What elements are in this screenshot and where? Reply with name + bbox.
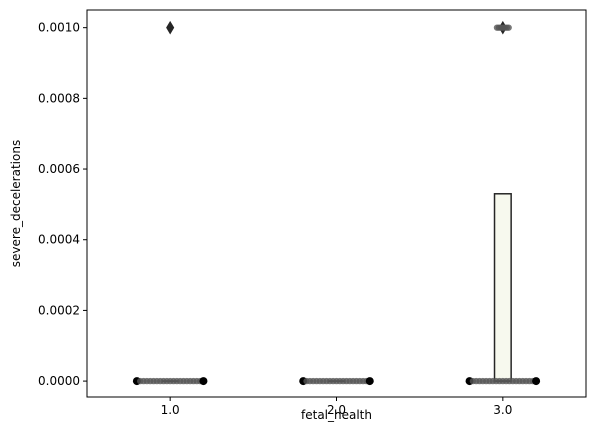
swarm-point-3-0-6 [505, 24, 511, 30]
swarm-point-1-0-20 [199, 377, 207, 385]
y-tick-label-0: 0.0000 [38, 374, 80, 388]
x-axis-label: fetal_health [301, 408, 372, 422]
plot-area [133, 22, 540, 385]
x-tick-label-2: 3.0 [493, 403, 512, 417]
y-tick-label-3: 0.0006 [38, 162, 80, 176]
outlier-marker-1-0-0 [167, 22, 174, 34]
y-tick-label-2: 0.0004 [38, 233, 80, 247]
y-axis-label: severe_decelerations [9, 140, 23, 267]
box-3-0 [495, 194, 512, 381]
swarm-point-2-0-20 [366, 377, 374, 385]
swarm-point-3-0-20 [532, 377, 540, 385]
y-tick-label-1: 0.0002 [38, 303, 80, 317]
x-tick-label-0: 1.0 [161, 403, 180, 417]
y-tick-label-5: 0.0010 [38, 21, 80, 35]
y-tick-label-4: 0.0008 [38, 91, 80, 105]
